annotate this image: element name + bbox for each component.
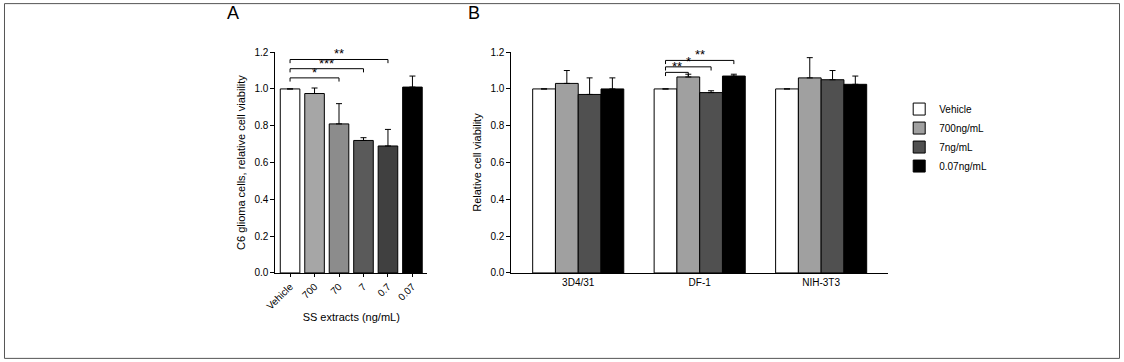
svg-text:0.4: 0.4 — [254, 194, 268, 205]
svg-text:7: 7 — [357, 281, 369, 293]
svg-text:0.0: 0.0 — [254, 267, 268, 278]
svg-text:B: B — [468, 3, 480, 23]
svg-text:A: A — [227, 3, 239, 23]
svg-text:*: * — [686, 54, 691, 69]
svg-text:0.8: 0.8 — [491, 120, 505, 131]
svg-text:**: ** — [672, 59, 682, 74]
svg-text:0.7: 0.7 — [375, 281, 393, 299]
svg-text:0.0: 0.0 — [491, 267, 505, 278]
svg-text:NIH-3T3: NIH-3T3 — [802, 277, 840, 288]
svg-text:700ng/mL: 700ng/mL — [939, 123, 984, 134]
svg-text:1.2: 1.2 — [254, 47, 268, 58]
svg-text:0.07ng/mL: 0.07ng/mL — [939, 161, 987, 172]
svg-text:7ng/mL: 7ng/mL — [939, 142, 973, 153]
svg-text:*: * — [312, 65, 317, 80]
svg-text:***: *** — [319, 56, 334, 71]
svg-text:0.6: 0.6 — [491, 157, 505, 168]
svg-text:0.8: 0.8 — [254, 120, 268, 131]
svg-text:**: ** — [334, 46, 344, 61]
svg-text:0.2: 0.2 — [254, 231, 268, 242]
svg-text:SS extracts (ng/mL): SS extracts (ng/mL) — [303, 311, 400, 323]
svg-text:3D4/31: 3D4/31 — [562, 277, 595, 288]
svg-text:1.0: 1.0 — [254, 83, 268, 94]
svg-text:Vehicle: Vehicle — [264, 281, 295, 312]
svg-text:0.4: 0.4 — [491, 194, 505, 205]
svg-text:70: 70 — [328, 281, 344, 297]
svg-text:Vehicle: Vehicle — [939, 104, 972, 115]
svg-text:**: ** — [695, 47, 705, 62]
svg-text:700: 700 — [300, 281, 320, 301]
svg-text:1.2: 1.2 — [491, 47, 505, 58]
svg-text:0.2: 0.2 — [491, 231, 505, 242]
svg-text:0.07: 0.07 — [396, 281, 418, 303]
svg-text:1.0: 1.0 — [491, 83, 505, 94]
svg-text:DF-1: DF-1 — [689, 277, 712, 288]
svg-text:0.6: 0.6 — [254, 157, 268, 168]
svg-text:C6 glioma cells, relative cell: C6 glioma cells, relative cell viability — [235, 75, 247, 250]
svg-text:Relative cell viability: Relative cell viability — [471, 113, 483, 212]
